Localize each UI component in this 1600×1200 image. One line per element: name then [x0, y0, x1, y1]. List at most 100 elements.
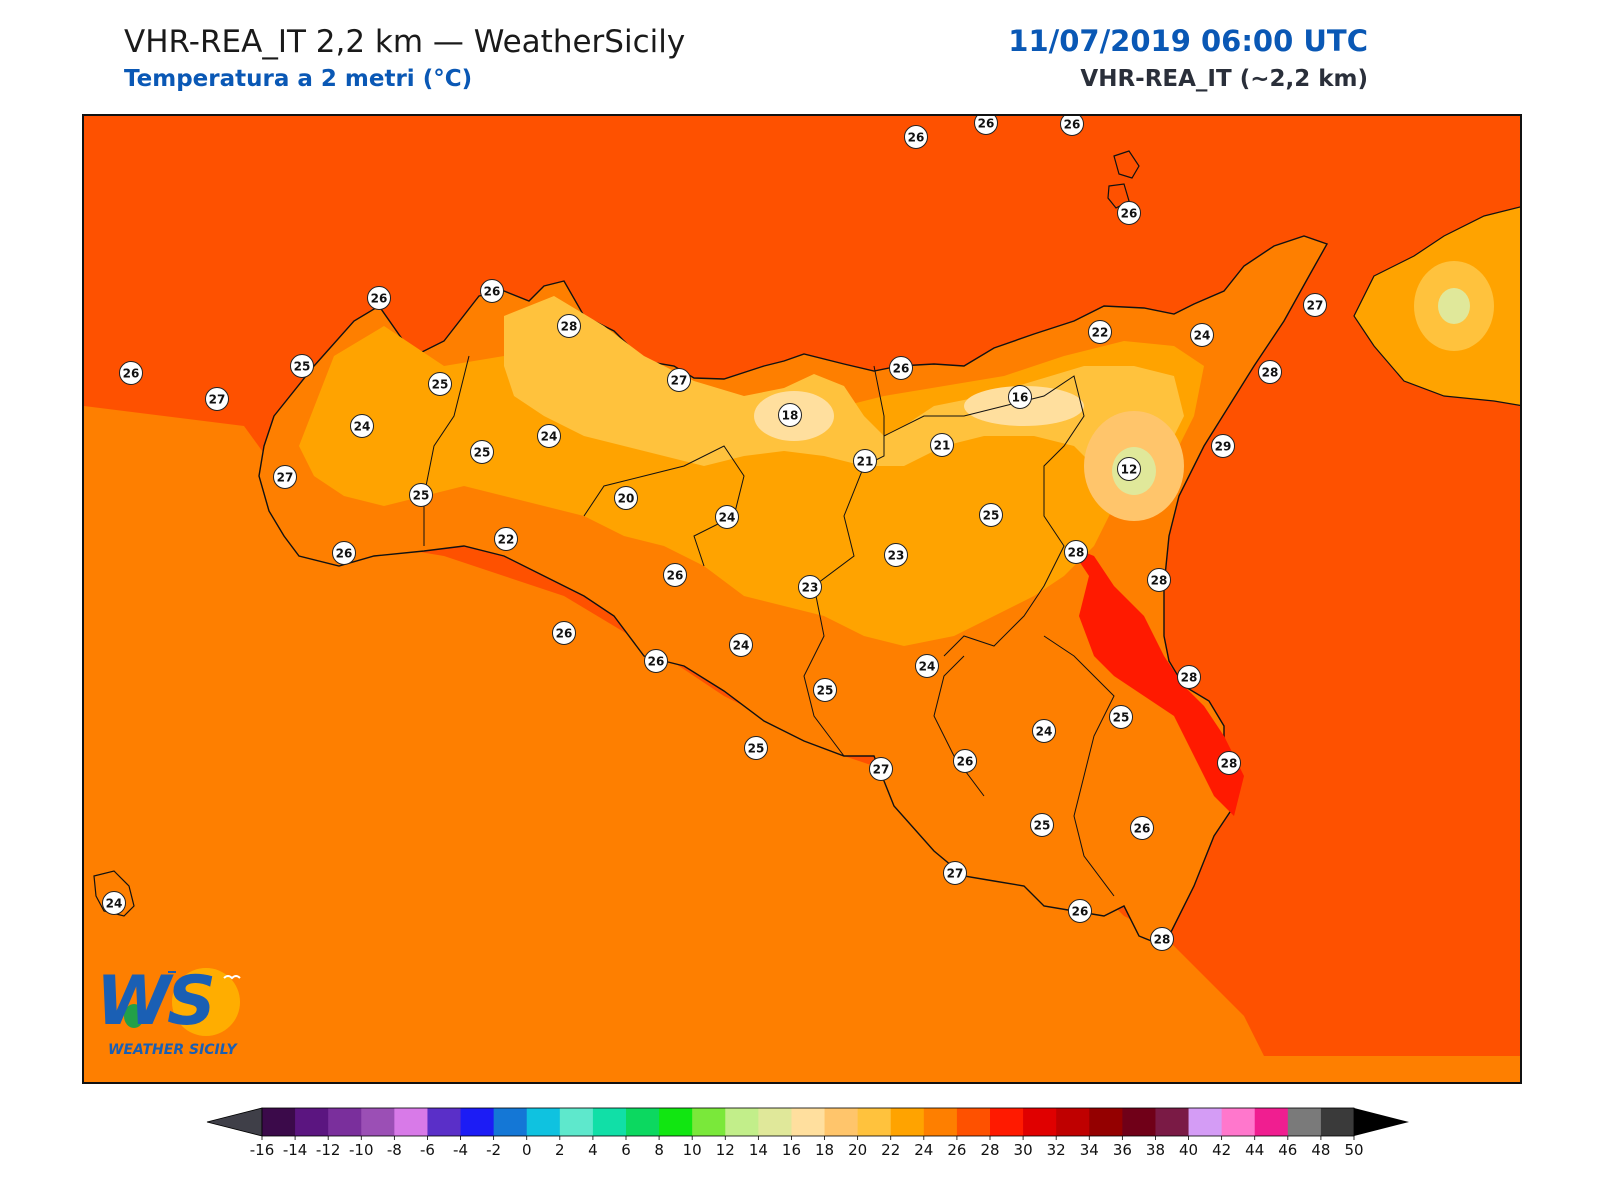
- station-temperature-label: 21: [857, 455, 874, 469]
- colorbar-tick-label: 12: [716, 1141, 735, 1159]
- colorbar-tick-label: 50: [1344, 1141, 1363, 1159]
- station-temperature-label: 24: [1194, 329, 1211, 343]
- station-temperature-label: 25: [1113, 711, 1130, 725]
- station-marker: 24: [350, 414, 374, 438]
- ws-logo-mark: [124, 968, 241, 1036]
- colorbar-segment: [1122, 1108, 1156, 1136]
- station-circle: [1117, 457, 1141, 481]
- colorbar-segment: [1023, 1108, 1057, 1136]
- colorbar-tick-label: 4: [588, 1141, 598, 1159]
- station-circle: [1032, 719, 1056, 743]
- station-circle: [1068, 899, 1092, 923]
- station-marker: 24: [915, 654, 939, 678]
- colorbar-tick-label: 40: [1179, 1141, 1198, 1159]
- colorbar-segment: [1155, 1108, 1190, 1136]
- colorbar-tick-label: 2: [555, 1141, 565, 1159]
- station-circle: [884, 543, 908, 567]
- colorbar-tick-label: 30: [1014, 1141, 1033, 1159]
- station-temperature-label: 18: [782, 409, 799, 423]
- colorbar-segment: [824, 1108, 859, 1136]
- colorbar-tick-label: 26: [947, 1141, 966, 1159]
- colorbar-segment: [1221, 1108, 1256, 1136]
- colorbar-segment: [659, 1108, 693, 1136]
- station-marker: 21: [853, 449, 877, 473]
- weathersicily-logo: WS WEATHER SICILY: [96, 960, 256, 1070]
- station-circle: [869, 757, 893, 781]
- station-marker: 18: [778, 403, 802, 427]
- station-temperature-label: 25: [413, 489, 430, 503]
- station-circle: [205, 387, 229, 411]
- logo-caption: WEATHER SICILY: [108, 1042, 237, 1058]
- colorbar-tick-label: 48: [1311, 1141, 1330, 1159]
- colorbar-tick-label: -8: [387, 1141, 402, 1159]
- station-temperature-label: 25: [432, 378, 449, 392]
- station-marker: 29: [1211, 434, 1235, 458]
- station-temperature-label: 27: [671, 374, 688, 388]
- station-temperature-label: 26: [371, 292, 388, 306]
- colorbar-tick-label: -6: [420, 1141, 435, 1159]
- station-temperature-label: 24: [733, 639, 750, 653]
- station-circle: [915, 654, 939, 678]
- logo-letters: WS: [96, 962, 216, 1041]
- station-temperature-label: 20: [618, 492, 635, 506]
- station-marker: 28: [1147, 568, 1171, 592]
- colorbar-segment: [956, 1108, 991, 1136]
- station-temperature-label: 23: [802, 581, 819, 595]
- station-circle: [1030, 813, 1054, 837]
- station-marker: 25: [470, 440, 494, 464]
- station-circle: [1303, 293, 1327, 317]
- province-borders: [423, 355, 1115, 897]
- station-temperature-label: 26: [123, 367, 140, 381]
- station-marker: 28: [557, 314, 581, 338]
- east-coast-hot-zone: [1069, 546, 1244, 816]
- station-circle: [428, 372, 452, 396]
- station-marker: 24: [715, 505, 739, 529]
- colorbar-segment: [394, 1108, 428, 1136]
- station-circle: [1211, 434, 1235, 458]
- station-temperature-label: 28: [1068, 546, 1085, 560]
- station-temperature-label: 26: [1072, 905, 1089, 919]
- station-circle: [367, 286, 391, 310]
- station-circle: [1258, 360, 1282, 384]
- station-temperature-label: 24: [719, 511, 736, 525]
- station-temperature-label: 26: [667, 569, 684, 583]
- station-temperature-label: 28: [561, 320, 578, 334]
- station-marker: 24: [1190, 323, 1214, 347]
- station-marker: 27: [1303, 293, 1327, 317]
- station-circle: [470, 440, 494, 464]
- station-circle: [798, 575, 822, 599]
- colorbar-tick-label: 14: [749, 1141, 768, 1159]
- colorbar-tick-label: 0: [522, 1141, 532, 1159]
- station-marker: 26: [953, 749, 977, 773]
- station-circle: [1217, 751, 1241, 775]
- colorbar-segment: [626, 1108, 660, 1136]
- station-marker: 16: [1008, 385, 1032, 409]
- colorbar-segment: [361, 1108, 395, 1136]
- station-circle: [974, 116, 998, 135]
- colorbar-tick-label: 28: [980, 1141, 999, 1159]
- colorbar-segment: [328, 1108, 362, 1136]
- station-temperature-label: 24: [1036, 725, 1053, 739]
- variable-subtitle: Temperatura a 2 metri (°C): [124, 66, 473, 92]
- station-marker: 23: [884, 543, 908, 567]
- station-marker: 12: [1117, 457, 1141, 481]
- station-marker: 28: [1064, 540, 1088, 564]
- station-circle: [1109, 705, 1133, 729]
- station-marker: 21: [930, 433, 954, 457]
- colorbar-tick-label: 18: [815, 1141, 834, 1159]
- model-subtitle: VHR-REA_IT (~2,2 km): [1080, 66, 1368, 92]
- station-temperature-label: 26: [648, 655, 665, 669]
- station-temperature-label: 22: [1092, 326, 1109, 340]
- station-marker: 26: [1060, 116, 1084, 136]
- colorbar-segment: [427, 1108, 462, 1136]
- station-temperature-label: 26: [1064, 118, 1081, 132]
- colorbar-segment: [725, 1108, 759, 1136]
- station-temperature-label: 26: [978, 117, 995, 131]
- station-temperature-label: 27: [277, 471, 294, 485]
- colorbar-tick-label: -2: [486, 1141, 501, 1159]
- station-temperature-label: 26: [1121, 207, 1138, 221]
- station-circle: [979, 503, 1003, 527]
- station-temperature-label: 21: [934, 439, 951, 453]
- station-circle: [1147, 568, 1171, 592]
- colorbar-tick-label: 22: [881, 1141, 900, 1159]
